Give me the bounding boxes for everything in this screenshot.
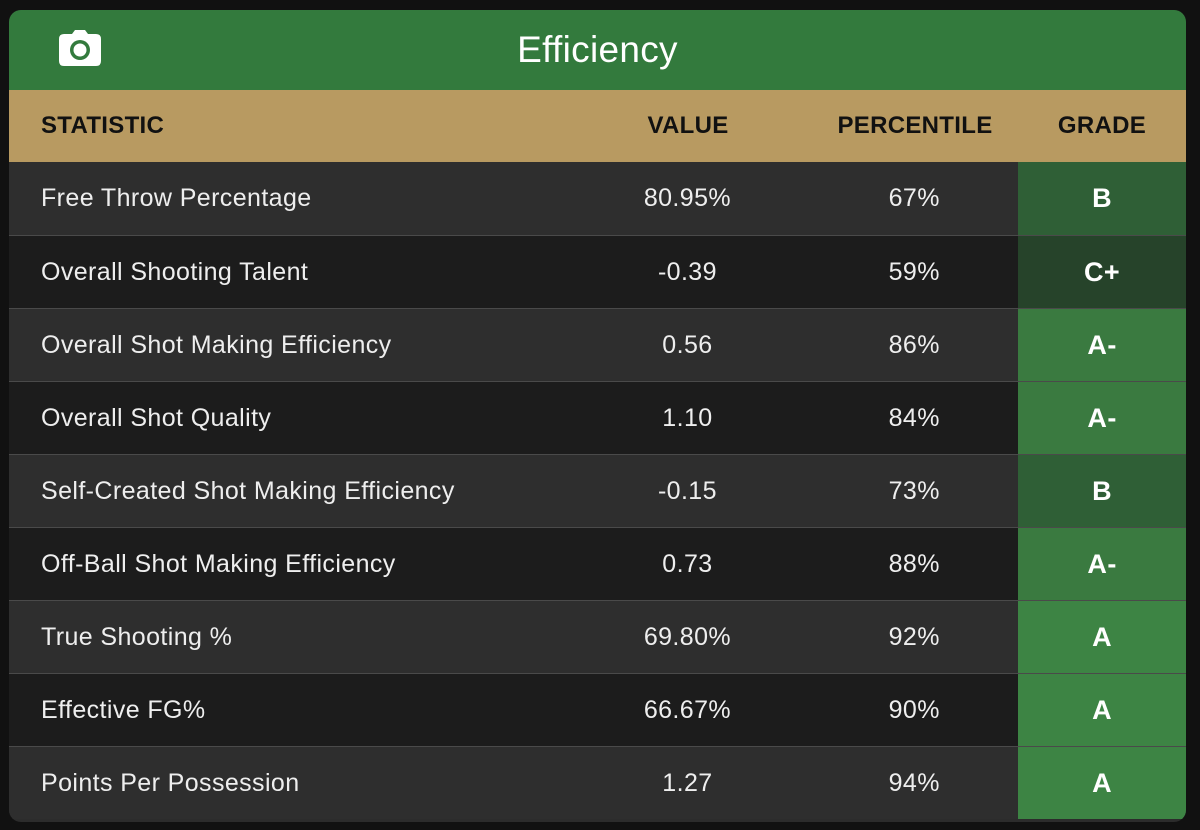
column-header-percentile[interactable]: PERCENTILE [837,112,993,139]
value-cell: 0.73 [662,549,713,578]
table-row[interactable]: True Shooting % 69.80% 92% A [9,600,1186,673]
grade-cell: A [1018,674,1186,746]
percentile-cell: 92% [888,622,940,651]
table-body: Free Throw Percentage 80.95% 67% B Overa… [9,162,1186,819]
statistic-cell: Off-Ball Shot Making Efficiency [41,549,396,578]
percentile-cell: 94% [888,768,940,797]
statistic-cell: Overall Shot Making Efficiency [41,330,392,359]
statistic-cell: Overall Shooting Talent [41,257,309,286]
grade-cell: B [1018,455,1186,527]
value-cell: 1.27 [662,768,713,797]
statistic-cell: Effective FG% [41,695,206,724]
statistic-cell: Self-Created Shot Making Efficiency [41,476,455,505]
grade-cell: B [1018,162,1186,235]
panel-title: Efficiency [517,29,678,70]
percentile-cell: 90% [888,695,940,724]
column-header-value[interactable]: VALUE [647,112,729,139]
column-header-statistic[interactable]: STATISTIC [41,112,165,139]
value-cell: 1.10 [662,403,713,432]
grade-cell: C+ [1018,236,1186,308]
efficiency-panel: Efficiency STATISTIC VALUE PERCENTILE GR… [9,10,1186,822]
table-header: STATISTIC VALUE PERCENTILE GRADE [9,90,1186,162]
table-row[interactable]: Free Throw Percentage 80.95% 67% B [9,162,1186,235]
percentile-cell: 86% [888,330,940,359]
statistic-cell: True Shooting % [41,622,233,651]
table-row[interactable]: Points Per Possession 1.27 94% A [9,746,1186,819]
percentile-cell: 67% [888,184,940,212]
column-header-grade[interactable]: GRADE [1057,112,1147,139]
percentile-cell: 73% [888,476,940,505]
value-cell: 69.80% [643,622,732,651]
value-cell: -0.39 [657,257,717,286]
percentile-cell: 88% [888,549,940,578]
grade-cell: A [1018,601,1186,673]
value-cell: 0.56 [662,330,713,359]
table-row[interactable]: Overall Shot Making Efficiency 0.56 86% … [9,308,1186,381]
table-row[interactable]: Off-Ball Shot Making Efficiency 0.73 88%… [9,527,1186,600]
table-row[interactable]: Overall Shooting Talent -0.39 59% C+ [9,235,1186,308]
grade-cell: A- [1018,382,1186,454]
table-row[interactable]: Overall Shot Quality 1.10 84% A- [9,381,1186,454]
percentile-cell: 84% [888,403,940,432]
camera-icon[interactable] [59,30,101,66]
table-row[interactable]: Effective FG% 66.67% 90% A [9,673,1186,746]
grade-cell: A [1018,747,1186,819]
value-cell: -0.15 [657,476,717,505]
grade-cell: A- [1018,528,1186,600]
value-cell: 80.95% [643,184,732,212]
statistic-cell: Overall Shot Quality [41,403,272,432]
statistic-cell: Points Per Possession [41,768,300,797]
statistic-cell: Free Throw Percentage [41,184,312,212]
panel-header: Efficiency [9,10,1186,90]
percentile-cell: 59% [888,257,940,286]
grade-cell: A- [1018,309,1186,381]
table-row[interactable]: Self-Created Shot Making Efficiency -0.1… [9,454,1186,527]
value-cell: 66.67% [643,695,732,724]
